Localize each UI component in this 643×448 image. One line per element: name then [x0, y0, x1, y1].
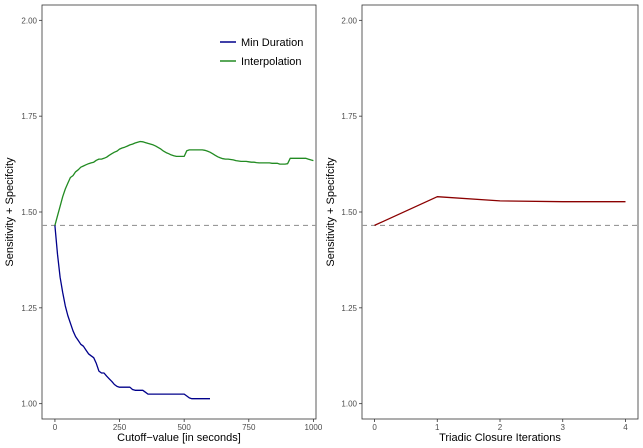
right-series-lines: [374, 196, 626, 226]
right-x-tick-label: 4: [623, 423, 628, 432]
legend: Min Duration Interpolation: [220, 37, 303, 68]
left-x-tick-label: 0: [53, 423, 58, 432]
series-line-interpolation: [54, 140, 314, 226]
right-y-axis-title: Sensitivity + Specifcity: [325, 157, 337, 267]
right-y-tick-label: 1.75: [341, 112, 357, 121]
right-y-tick-label: 1.25: [341, 304, 357, 313]
right-y-tick-label: 2.00: [341, 16, 357, 25]
right-y-tick-label: 1.50: [341, 208, 357, 217]
legend-label-interpolation: Interpolation: [241, 56, 302, 68]
right-x-axis-title: Triadic Closure Iterations: [439, 432, 561, 444]
series-line-min-duration: [54, 225, 210, 400]
left-x-tick-label: 1000: [305, 423, 323, 432]
left-x-ticks: 0 250 500 750 1000: [53, 419, 323, 432]
left-y-tick-label: 1.75: [21, 112, 37, 121]
right-x-tick-label: 3: [561, 423, 566, 432]
legend-label-min-duration: Min Duration: [241, 37, 303, 49]
left-y-tick-label: 2.00: [21, 16, 37, 25]
left-panel: 1.00 1.25 1.50 1.75 2.00 0 250 500 750 1000 Cuto…: [4, 4, 323, 444]
left-x-tick-label: 500: [177, 423, 191, 432]
left-y-axis-title: Sensitivity + Specifcity: [4, 157, 16, 267]
left-x-tick-label: 750: [242, 423, 256, 432]
left-y-tick-label: 1.50: [21, 208, 37, 217]
right-x-ticks: 0 1 2 3 4: [372, 419, 628, 432]
right-x-tick-label: 1: [435, 423, 440, 432]
right-y-ticks: 1.00 1.25 1.50 1.75 2.00: [341, 16, 362, 409]
left-y-tick-label: 1.00: [21, 400, 37, 409]
right-x-tick-label: 0: [372, 423, 377, 432]
left-y-ticks: 1.00 1.25 1.50 1.75 2.00: [21, 16, 42, 409]
left-series-lines: [54, 140, 314, 400]
left-x-axis-title: Cutoff−value [in seconds]: [117, 432, 241, 444]
left-y-tick-label: 1.25: [21, 304, 37, 313]
right-x-tick-label: 2: [498, 423, 503, 432]
right-panel: 1.00 1.25 1.50 1.75 2.00 0 1 2 3 4 Triadic Closu…: [325, 4, 639, 444]
right-y-tick-label: 1.00: [341, 400, 357, 409]
series-line-triadic-closure: [374, 196, 626, 226]
left-x-tick-label: 250: [113, 423, 127, 432]
